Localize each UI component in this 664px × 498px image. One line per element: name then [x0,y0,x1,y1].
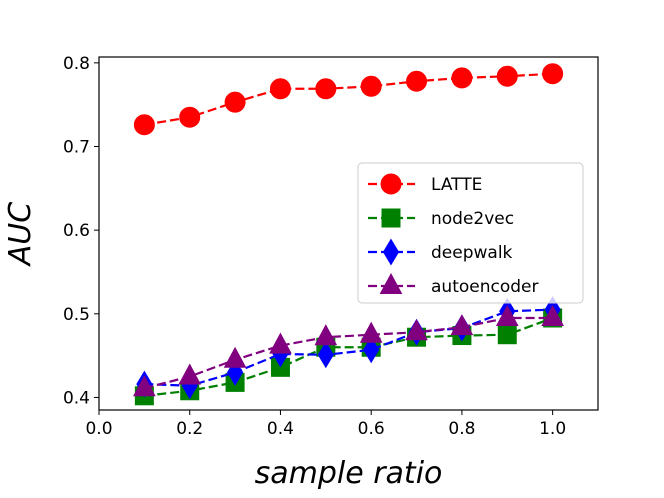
data-point-autoencoder [450,314,474,336]
legend-label: deepwalk [431,243,513,263]
x-tick-label: 0.8 [448,419,475,439]
x-tick-label: 0.0 [85,419,112,439]
data-point-LATTE [451,67,473,89]
data-point-autoencoder [405,319,428,341]
legend-marker-autoencoder [379,272,403,294]
y-axis-title: AUC [3,202,38,267]
x-axis-title: sample ratio [255,456,443,491]
y-tick-label: 0.6 [63,221,90,241]
legend-frame [357,162,584,304]
y-tick-label: 0.4 [63,388,90,408]
data-point-LATTE [224,91,246,113]
data-point-autoencoder [223,346,247,368]
data-point-autoencoder [133,375,156,397]
plot-marks [133,63,564,406]
data-point-autoencoder [495,304,519,326]
data-point-autoencoder [178,363,202,385]
x-tick-label: 0.6 [358,419,385,439]
data-point-autoencoder [269,332,292,354]
plot-frame [98,56,599,411]
x-tick-label: 1.0 [539,419,566,439]
data-point-LATTE [133,114,155,136]
series-line-node2vec [144,316,554,397]
data-point-node2vec [497,325,517,345]
y-tick-label: 0.5 [63,305,90,325]
data-point-LATTE [179,106,201,128]
data-point-LATTE [496,65,518,87]
legend-marker-LATTE [380,173,402,195]
y-tick-label: 0.7 [63,138,90,158]
data-point-autoencoder [541,304,564,326]
y-tick-label: 0.8 [63,54,90,74]
series-line-LATTE [144,72,553,126]
legend-label: LATTE [431,175,482,195]
legend-label: node2vec [431,209,514,229]
data-point-autoencoder [359,321,383,343]
data-point-LATTE [269,78,291,100]
data-point-LATTE [360,75,382,97]
legend: LATTE node2vec deepwalk autoencoder [357,162,584,304]
data-point-autoencoder [314,324,338,346]
x-tick-label: 0.4 [267,419,294,439]
legend-marker-deepwalk [382,238,400,266]
series-line-autoencoder [144,316,553,390]
data-point-LATTE [315,78,337,100]
axis-ticks: 0.0 0.2 0.4 0.6 0.8 1.0 0.4 0.5 0.6 0.7 0.8 [63,54,566,439]
legend-marker-node2vec [381,208,401,228]
series-line-deepwalk [144,308,553,387]
data-point-deepwalk [363,336,380,364]
data-point-deepwalk [317,341,334,369]
x-tick-label: 0.2 [176,419,203,439]
legend-label: autoencoder [431,277,538,297]
data-point-LATTE [406,70,428,92]
data-point-LATTE [542,63,564,85]
